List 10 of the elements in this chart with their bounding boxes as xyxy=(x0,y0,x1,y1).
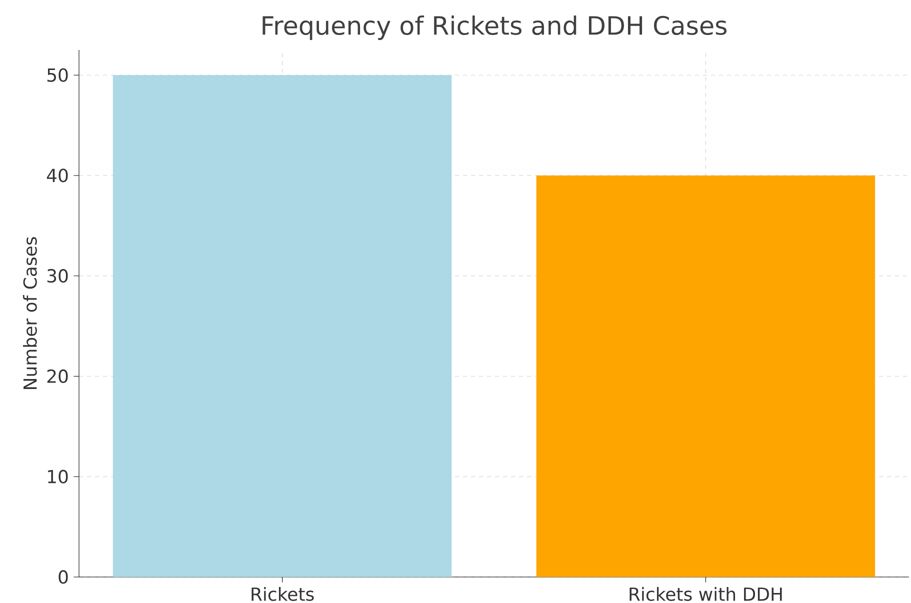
y-tick-label: 20 xyxy=(47,369,68,384)
chart-title: Frequency of Rickets and DDH Cases xyxy=(262,15,727,40)
x-tick-label: Rickets with DDH xyxy=(630,587,782,601)
y-tick-label: 30 xyxy=(47,269,68,283)
y-tick-label: 0 xyxy=(58,570,68,584)
y-tick-label: 40 xyxy=(46,168,68,182)
y-axis-title: Number of Cases xyxy=(22,237,37,389)
x-tick-label: Rickets xyxy=(252,587,314,601)
y-tick-label: 50 xyxy=(47,68,68,82)
y-tick-label: 10 xyxy=(48,470,68,484)
